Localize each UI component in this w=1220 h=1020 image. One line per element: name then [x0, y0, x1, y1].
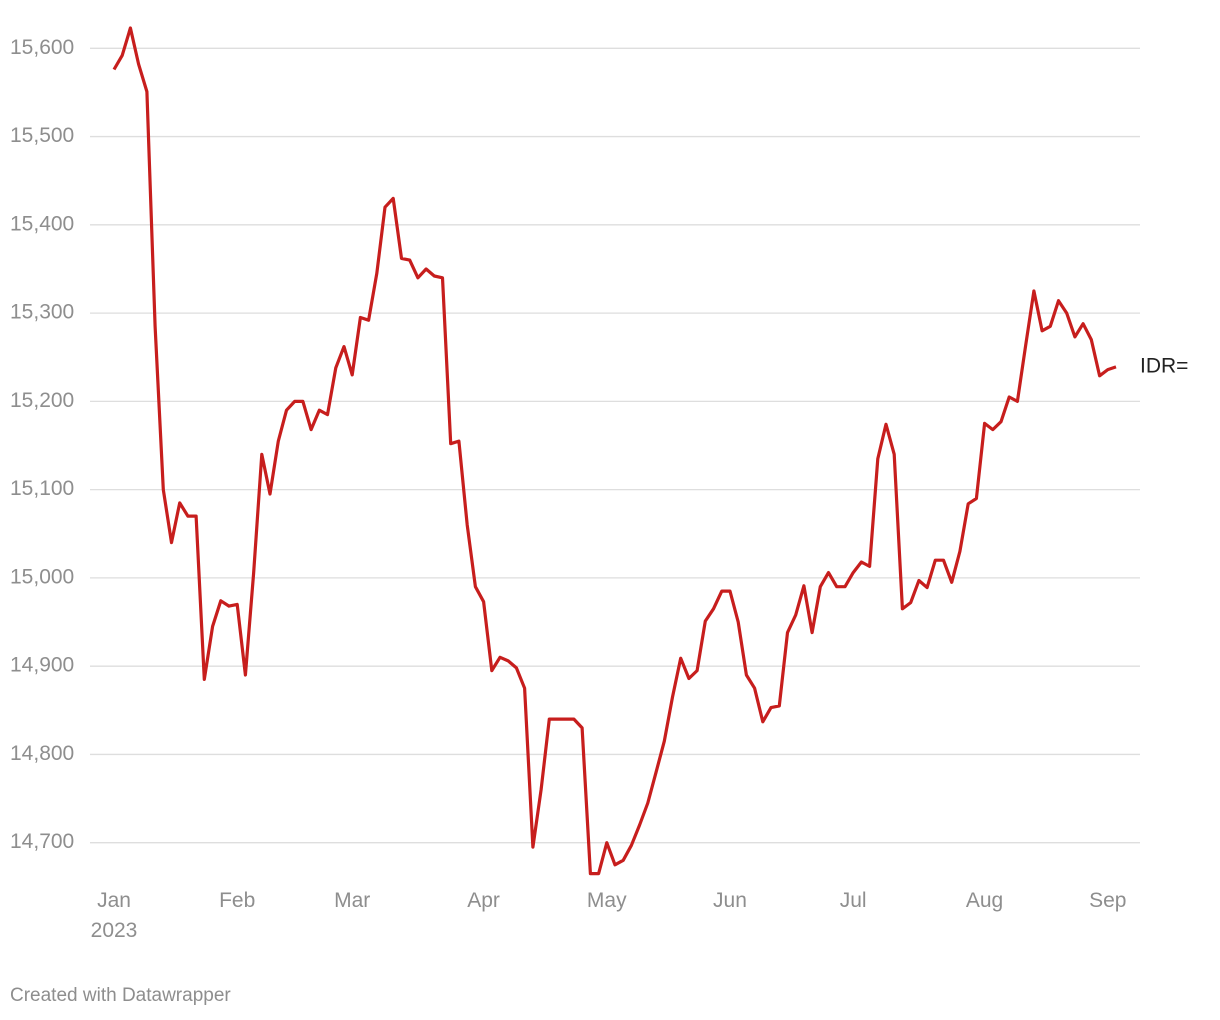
credit: Created with Datawrapper [10, 985, 231, 1006]
y-tick-label: 15,400 [10, 212, 74, 235]
y-tick-label: 15,000 [10, 565, 74, 588]
line [112, 26, 1117, 876]
y-tick-label: 15,100 [10, 477, 74, 500]
y-tick-label: 14,800 [10, 742, 74, 765]
x-tick-label: Mar [334, 889, 371, 912]
x-tick-label: Jan 2023 [90, 889, 138, 942]
y-tick-label: 15,500 [10, 124, 74, 147]
y-tick-label: 15,200 [10, 389, 74, 412]
y-tick-label: 14,700 [10, 830, 74, 853]
y-tick-label: 14,900 [10, 654, 74, 677]
x-tick-label: Feb [219, 889, 256, 912]
x-tick-label: Apr [467, 889, 500, 912]
x-tick-label: Jul [839, 889, 867, 912]
x-tick-label: Jun [713, 889, 747, 912]
y-tick-label: 15,300 [10, 301, 74, 324]
y-tick-label: 15,600 [10, 36, 74, 59]
series-label: IDR= [1140, 354, 1188, 377]
x-tick-label: Aug [965, 889, 1004, 912]
x-tick-label: May [586, 889, 627, 912]
x-tick-label: Sep [1089, 889, 1127, 912]
